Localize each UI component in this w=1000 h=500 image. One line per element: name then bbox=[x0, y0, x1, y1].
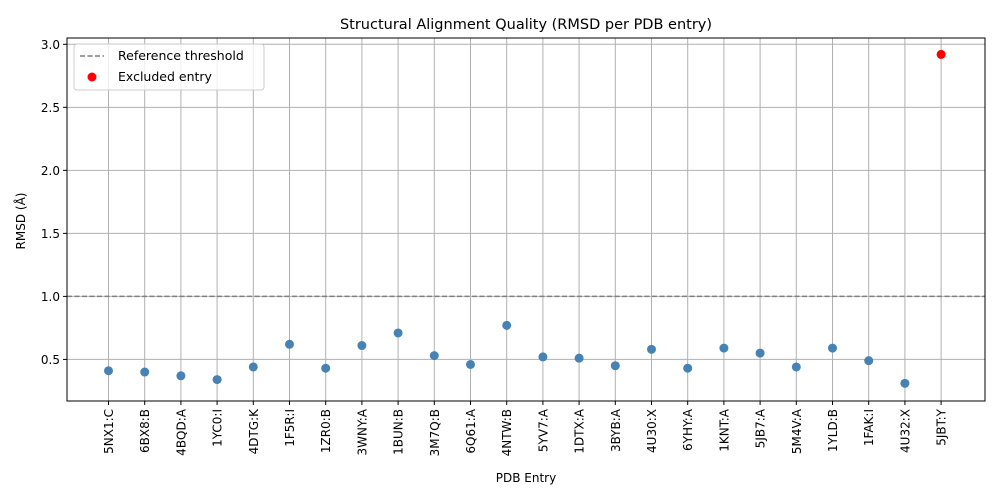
data-point bbox=[104, 366, 113, 376]
y-tick-label: 1.5 bbox=[41, 227, 60, 241]
x-tick-label: 5NX1:C bbox=[102, 409, 116, 454]
x-tick-label: 6Q61:A bbox=[464, 408, 478, 453]
x-tick-label: 4U32:X bbox=[898, 409, 912, 453]
data-point bbox=[321, 363, 331, 373]
y-tick-label: 0.5 bbox=[41, 353, 60, 367]
y-axis-ticks: 0.5 1.0 1.5 2.0 2.5 3.0 bbox=[41, 38, 67, 367]
legend-label-excluded-entry: Excluded entry bbox=[118, 69, 213, 84]
x-tick-label: 1ZR0:B bbox=[319, 409, 333, 453]
x-tick-label: 1BUN:B bbox=[392, 409, 406, 455]
legend: Reference threshold Excluded entry bbox=[73, 43, 265, 91]
data-point bbox=[357, 341, 367, 351]
data-point bbox=[610, 361, 620, 371]
legend-label-reference-threshold: Reference threshold bbox=[118, 48, 244, 63]
data-point bbox=[212, 375, 222, 385]
x-tick-label: 1KNT:A bbox=[717, 408, 731, 452]
x-tick-label: 6YHY:A bbox=[681, 408, 695, 451]
x-tick-label: 4NTW:B bbox=[500, 409, 514, 456]
data-point bbox=[393, 328, 403, 338]
plot-frame bbox=[66, 37, 986, 402]
x-tick-label: 5M4V:A bbox=[790, 408, 804, 454]
x-tick-label: 1DTX:A bbox=[573, 408, 587, 453]
x-tick-label: 1YC0:I bbox=[211, 409, 225, 447]
y-tick-label: 3.0 bbox=[41, 38, 60, 52]
x-tick-label: 1FAK:I bbox=[862, 409, 876, 446]
x-tick-label: 5YV7:A bbox=[536, 408, 550, 452]
x-tick-label: 3BYB:A bbox=[609, 408, 623, 452]
x-tick-label: 3M7Q:B bbox=[428, 409, 442, 456]
grid-lines bbox=[67, 38, 985, 401]
data-point bbox=[755, 348, 765, 358]
data-point bbox=[791, 362, 801, 372]
data-point bbox=[429, 351, 439, 361]
x-tick-label: 1YLD:B bbox=[826, 409, 840, 452]
data-point bbox=[647, 344, 656, 354]
x-axis-ticks: 5NX1:C 6BX8:B 4BQD:A 1YC0:I 4DTG:K 1F5R:I 1ZR0… bbox=[102, 401, 949, 456]
x-tick-label: 3WNY:A bbox=[355, 408, 369, 455]
data-point bbox=[538, 352, 548, 362]
x-tick-label: 4DTG:K bbox=[247, 408, 261, 455]
data-point bbox=[683, 363, 693, 373]
data-point bbox=[466, 359, 475, 369]
x-tick-label: 5JB7:A bbox=[754, 408, 768, 448]
data-point bbox=[248, 362, 258, 372]
legend-excluded-marker bbox=[87, 72, 97, 82]
x-axis-title: PDB Entry bbox=[496, 471, 556, 485]
chart-title: Structural Alignment Quality (RMSD per P… bbox=[340, 17, 712, 33]
y-tick-label: 1.0 bbox=[41, 290, 60, 304]
data-point bbox=[719, 343, 729, 353]
x-tick-label: 4U30:X bbox=[645, 409, 659, 453]
data-point bbox=[574, 353, 584, 363]
y-tick-label: 2.0 bbox=[41, 164, 60, 178]
data-point bbox=[176, 371, 186, 381]
x-tick-label: 1F5R:I bbox=[283, 409, 297, 447]
data-points bbox=[104, 49, 946, 388]
data-point bbox=[285, 339, 294, 349]
y-axis-title: RMSD (Å) bbox=[13, 193, 28, 250]
x-tick-label: 6BX8:B bbox=[138, 409, 152, 453]
y-tick-label: 2.5 bbox=[41, 101, 60, 115]
data-point bbox=[864, 356, 874, 366]
x-tick-label: 4BQD:A bbox=[174, 408, 188, 456]
data-point bbox=[502, 320, 512, 330]
excluded-data-point bbox=[936, 49, 946, 59]
data-point bbox=[900, 378, 910, 388]
data-point bbox=[140, 367, 150, 377]
legend-frame bbox=[73, 43, 265, 91]
x-tick-label: 5JBT:Y bbox=[935, 408, 949, 445]
data-point bbox=[828, 343, 837, 353]
